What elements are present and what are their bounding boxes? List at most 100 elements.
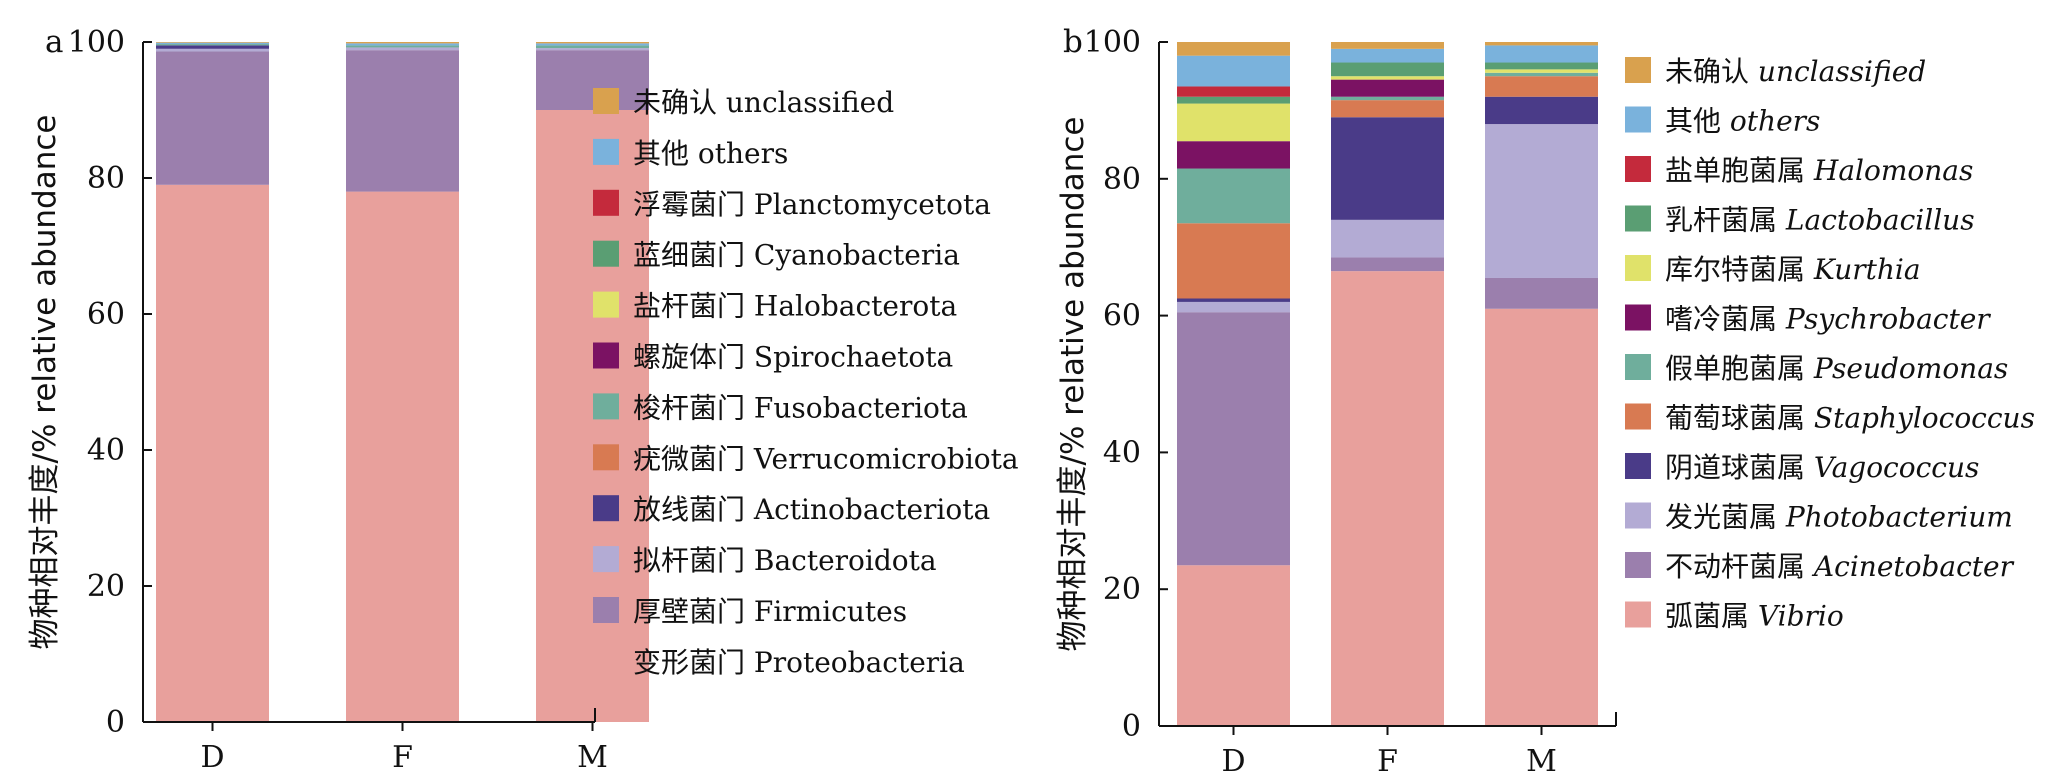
- legend-label-latin: Halomonas: [1813, 154, 1973, 187]
- y-axis-label: 物种相对丰度/% relative abundance: [27, 115, 63, 650]
- bar-segment: [1485, 308, 1598, 726]
- legend-label-latin: Vagococcus: [1814, 451, 1979, 484]
- legend-label-latin: Acinetobacter: [1811, 550, 2015, 583]
- bar-segment: [1177, 42, 1290, 56]
- legend-item: 变形菌门 Proteobacteria: [593, 646, 965, 679]
- legend-label-latin: Staphylococcus: [1814, 402, 2035, 435]
- legend-label: 假单胞菌属 Pseudomonas: [1665, 352, 2008, 385]
- y-tick-label: 40: [87, 433, 125, 468]
- bar-segment: [1331, 271, 1444, 726]
- legend-label: 盐杆菌门 Halobacterota: [633, 290, 957, 323]
- y-tick-label: 20: [1103, 572, 1141, 607]
- legend-label-latin: Vibrio: [1758, 600, 1844, 633]
- legend-label-space: [1749, 55, 1758, 88]
- bar-segment: [1331, 219, 1444, 258]
- y-tick-label: 60: [1103, 299, 1141, 334]
- y-axis-label: 物种相对丰度/% relative abundance: [1055, 117, 1091, 652]
- legend-label-latin: unclassified: [1758, 55, 1926, 88]
- bar-segment: [1485, 76, 1598, 97]
- panel-label: a: [45, 24, 63, 60]
- legend-item: 放线菌门 Actinobacteriota: [593, 493, 990, 526]
- bar-segment: [1177, 301, 1290, 313]
- legend-label-cn: 嗜冷菌属: [1665, 303, 1777, 336]
- legend-swatch: [1625, 255, 1651, 281]
- legend-swatch: [593, 291, 619, 318]
- legend-item: 盐单胞菌属 Halomonas: [1625, 154, 1973, 187]
- legend-swatch: [1625, 601, 1651, 628]
- legend-label-latin: Lactobacillus: [1785, 204, 1975, 237]
- legend-item: 库尔特菌属 Kurthia: [1625, 253, 1921, 286]
- bar-segment: [156, 42, 269, 45]
- bar-segment: [1485, 124, 1598, 278]
- legend-swatch: [593, 240, 619, 267]
- bar-segment: [156, 45, 269, 49]
- bar-segment: [536, 42, 649, 44]
- bar-segment: [1177, 312, 1290, 566]
- x-tick-label: F: [392, 740, 413, 775]
- legend-item: 乳杆菌属 Lactobacillus: [1625, 204, 1975, 237]
- legend-item: 梭杆菌门 Fusobacteriota: [593, 391, 968, 424]
- bar-segment: [156, 184, 269, 723]
- legend-item: 嗜冷菌属 Psychrobacter: [1625, 303, 1991, 336]
- y-tick-label: 80: [1103, 162, 1141, 197]
- legend-swatch: [593, 342, 619, 369]
- bar-segment: [1331, 117, 1444, 220]
- chart-panel-b: 0 20 40 60 80 100 D F Mb 物种相对丰度/% relative abunda…: [1055, 24, 2035, 779]
- bar-segment: [1485, 62, 1598, 70]
- legend-item: 拟杆菌门 Bacteroidota: [593, 544, 937, 577]
- legend-label-space: [1805, 550, 1814, 583]
- legend-label: 弧菌属 Vibrio: [1665, 600, 1844, 633]
- y-tick-label: 0: [1122, 709, 1141, 744]
- legend-item: 未确认 unclassified: [1625, 55, 1926, 88]
- legend-item: 弧菌属 Vibrio: [1625, 600, 1844, 633]
- bar-segment: [346, 50, 459, 192]
- legend-swatch: [1625, 453, 1651, 479]
- legend-label: 葡萄球菌属 Staphylococcus: [1665, 402, 2035, 435]
- bar-segment: [536, 110, 649, 722]
- legend-label-space: [1805, 253, 1814, 286]
- y-tick-label: 0: [106, 705, 125, 740]
- legend-label: 疣微菌门 Verrucomicrobiota: [633, 442, 1019, 475]
- legend-label: 拟杆菌门 Bacteroidota: [633, 544, 937, 577]
- bar-segment: [1485, 72, 1598, 77]
- bar-segment: [536, 45, 649, 49]
- legend-item: 其他 others: [593, 137, 788, 170]
- legend-label-space: [1805, 451, 1814, 484]
- legend-label: 变形菌门 Proteobacteria: [633, 646, 965, 679]
- y-tick-label: 40: [1103, 435, 1141, 470]
- legend-item: 蓝细菌门 Cyanobacteria: [593, 239, 960, 272]
- legend-swatch: [593, 444, 619, 471]
- legend-label: 盐单胞菌属 Halomonas: [1665, 154, 1973, 187]
- legend-item: 盐杆菌门 Halobacterota: [593, 290, 957, 323]
- bar-segment: [156, 48, 269, 52]
- legend-label: 梭杆菌门 Fusobacteriota: [633, 391, 968, 424]
- legend-label-space: [1805, 154, 1814, 187]
- legend-label-space: [1805, 402, 1814, 435]
- legend-label: 嗜冷菌属 Psychrobacter: [1665, 303, 1991, 336]
- legend-label-cn: 不动杆菌属: [1665, 550, 1805, 583]
- bar-segment: [1177, 565, 1290, 726]
- legend-label: 其他 others: [1665, 105, 1820, 138]
- legend-label-cn: 发光菌属: [1665, 501, 1777, 534]
- bar-segment: [1177, 298, 1290, 302]
- legend-label: 乳杆菌属 Lactobacillus: [1665, 204, 1975, 237]
- bar-segment: [1177, 55, 1290, 87]
- y-tick-label: 100: [68, 25, 125, 60]
- legend-item: 厚壁菌门 Firmicutes: [593, 595, 907, 628]
- x-tick-label: M: [577, 740, 608, 775]
- legend-label-cn: 葡萄球菌属: [1665, 402, 1805, 435]
- bar-segment: [156, 51, 269, 185]
- legend-label-latin: Psychrobacter: [1785, 303, 1991, 336]
- legend-item: 螺旋体门 Spirochaetota: [593, 341, 953, 374]
- bar-segment: [1331, 79, 1444, 97]
- legend-swatch: [593, 546, 619, 573]
- legend-label-latin: Kurthia: [1813, 253, 1921, 286]
- panel-label: b: [1063, 24, 1083, 60]
- legend-swatch: [1625, 502, 1651, 529]
- bar-segment: [1485, 277, 1598, 309]
- x-tick-label: D: [1221, 744, 1245, 779]
- legend-swatch: [1625, 354, 1651, 380]
- legend-item: 疣微菌门 Verrucomicrobiota: [593, 442, 1019, 475]
- bar-segment: [1331, 96, 1444, 101]
